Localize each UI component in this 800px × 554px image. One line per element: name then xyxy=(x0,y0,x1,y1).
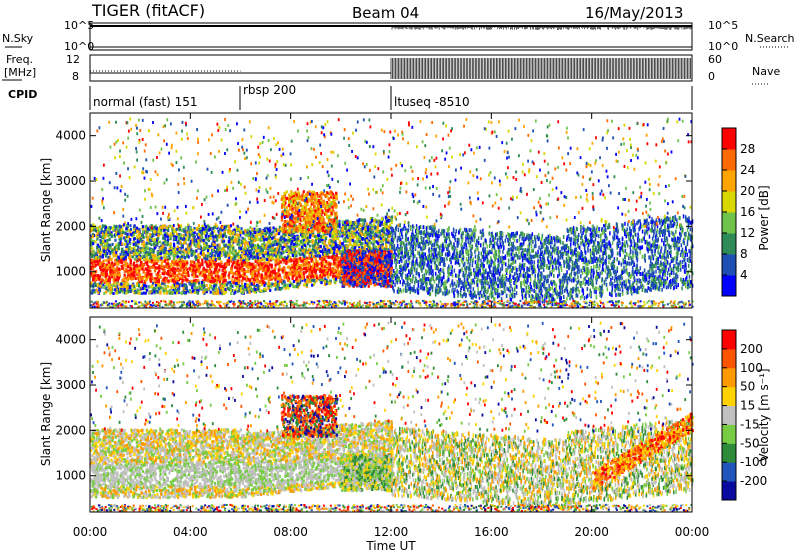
nave-label: Nave xyxy=(752,65,780,78)
colorbar-tick-6: 4 xyxy=(740,268,748,282)
colorbar-swatch-3 xyxy=(722,212,736,234)
freq-ytick-bottom: 8 xyxy=(72,70,79,83)
x-tick-label-5: 20:00 xyxy=(574,525,609,539)
ytick-label-3: 4000 xyxy=(55,333,86,347)
colorbar-swatch-4 xyxy=(722,405,736,425)
ytick-label-1: 2000 xyxy=(55,219,86,233)
colorbar-tick-4: 12 xyxy=(740,226,755,240)
velocity-colorbar: 200 100 50 15 -15 -50 -100 -200 xyxy=(721,329,767,501)
colorbar-swatch-1 xyxy=(722,254,736,276)
ytick-label-2: 3000 xyxy=(55,378,86,392)
x-tick-label-2: 08:00 xyxy=(273,525,308,539)
nsearch-label: N.Search xyxy=(745,32,795,45)
x-tick-label-1: 04:00 xyxy=(173,525,208,539)
colorbar-tick-0: 200 xyxy=(740,342,763,356)
colorbar-tick-1: 24 xyxy=(740,163,755,177)
nsky-label: N.Sky xyxy=(2,32,34,45)
colorbar-tick-7: -200 xyxy=(740,474,767,488)
colorbar-tick-5: -50 xyxy=(740,436,760,450)
colorbar-tick-0: 28 xyxy=(740,142,755,156)
colorbar-swatch-0 xyxy=(722,481,736,501)
colorbar-tick-2: 50 xyxy=(740,380,755,394)
colorbar-swatch-3 xyxy=(722,424,736,444)
x-tick-label-4: 16:00 xyxy=(474,525,509,539)
ytick-label-0: 1000 xyxy=(55,469,86,483)
date-title: 16/May/2013 xyxy=(585,4,683,22)
nsky-ytick-bottom: 10^0 xyxy=(64,40,94,53)
colorbar-tick-1: 100 xyxy=(740,361,763,375)
x-axis-label: Time UT xyxy=(365,539,416,553)
power-colorbar: 28 24 20 16 12 8 4 xyxy=(721,127,755,297)
power-yticks: 1000 2000 3000 4000 xyxy=(55,129,692,279)
colorbar-swatch-7 xyxy=(722,348,736,369)
colorbar-tick-3: 16 xyxy=(740,205,755,219)
ytick-label-3: 4000 xyxy=(55,129,86,143)
colorbar-swatch-4 xyxy=(722,191,736,213)
power-cbar-label: Power [dB] xyxy=(757,185,771,250)
cpid-segment-1: normal (fast) 151 xyxy=(93,95,197,109)
colorbar-swatch-1 xyxy=(722,462,736,482)
ytick-label-1: 2000 xyxy=(55,423,86,437)
x-tick-label-0: 00:00 xyxy=(73,525,108,539)
velocity-cbar-label: Velocity [m s⁻¹] xyxy=(757,368,771,461)
velocity-scatter xyxy=(90,321,695,513)
beam-title: Beam 04 xyxy=(352,4,419,22)
station-title: TIGER (fitACF) xyxy=(91,1,205,20)
velocity-yticks: 1000 2000 3000 4000 xyxy=(55,333,692,483)
colorbar-swatch-0 xyxy=(722,275,736,297)
colorbar-tick-6: -100 xyxy=(740,455,767,469)
colorbar-swatch-6 xyxy=(722,149,736,171)
colorbar-swatch-7 xyxy=(722,128,736,150)
ytick-label-0: 1000 xyxy=(55,265,86,279)
x-tick-label-3: 12:00 xyxy=(374,525,409,539)
nsky-panel xyxy=(89,22,693,51)
colorbar-swatch-2 xyxy=(722,233,736,255)
cpid-segment-3: ltuseq -8510 xyxy=(394,95,470,109)
cpid-segment-2: rbsp 200 xyxy=(243,83,296,97)
colorbar-tick-3: 15 xyxy=(740,399,755,413)
nsky-trace xyxy=(90,25,692,48)
cpid-label: CPID xyxy=(8,88,37,101)
colorbar-tick-4: -15 xyxy=(740,417,760,431)
power-ylabel: Slant Range [km] xyxy=(39,158,53,262)
freq-ytick-top: 12 xyxy=(66,53,80,66)
colorbar-swatch-8 xyxy=(722,330,736,350)
colorbar-swatch-6 xyxy=(722,367,736,388)
nsearch-ytick-bottom: 10^0 xyxy=(708,40,738,53)
colorbar-tick-5: 8 xyxy=(740,247,748,261)
nsky-ytick-top: 10^5 xyxy=(64,19,94,32)
colorbar-tick-2: 20 xyxy=(740,184,755,198)
power-scatter xyxy=(90,117,694,309)
nave-ytick-bottom: 0 xyxy=(708,70,715,83)
nave-ytick-top: 60 xyxy=(708,53,722,66)
colorbar-swatch-2 xyxy=(722,443,736,463)
velocity-ylabel: Slant Range [km] xyxy=(39,362,53,466)
freq-trace xyxy=(90,58,693,79)
ytick-label-2: 3000 xyxy=(55,174,86,188)
freq-unit: [MHz] xyxy=(4,66,36,79)
x-tick-label-6: 00:00 xyxy=(675,525,710,539)
x-axis-ticks: 00:00 04:00 08:00 12:00 16:00 20:00 00:00 xyxy=(73,113,710,539)
colorbar-swatch-5 xyxy=(722,170,736,192)
nsearch-ytick-top: 10^5 xyxy=(708,19,738,32)
freq-label: Freq. xyxy=(6,53,33,66)
colorbar-swatch-5 xyxy=(722,386,736,407)
